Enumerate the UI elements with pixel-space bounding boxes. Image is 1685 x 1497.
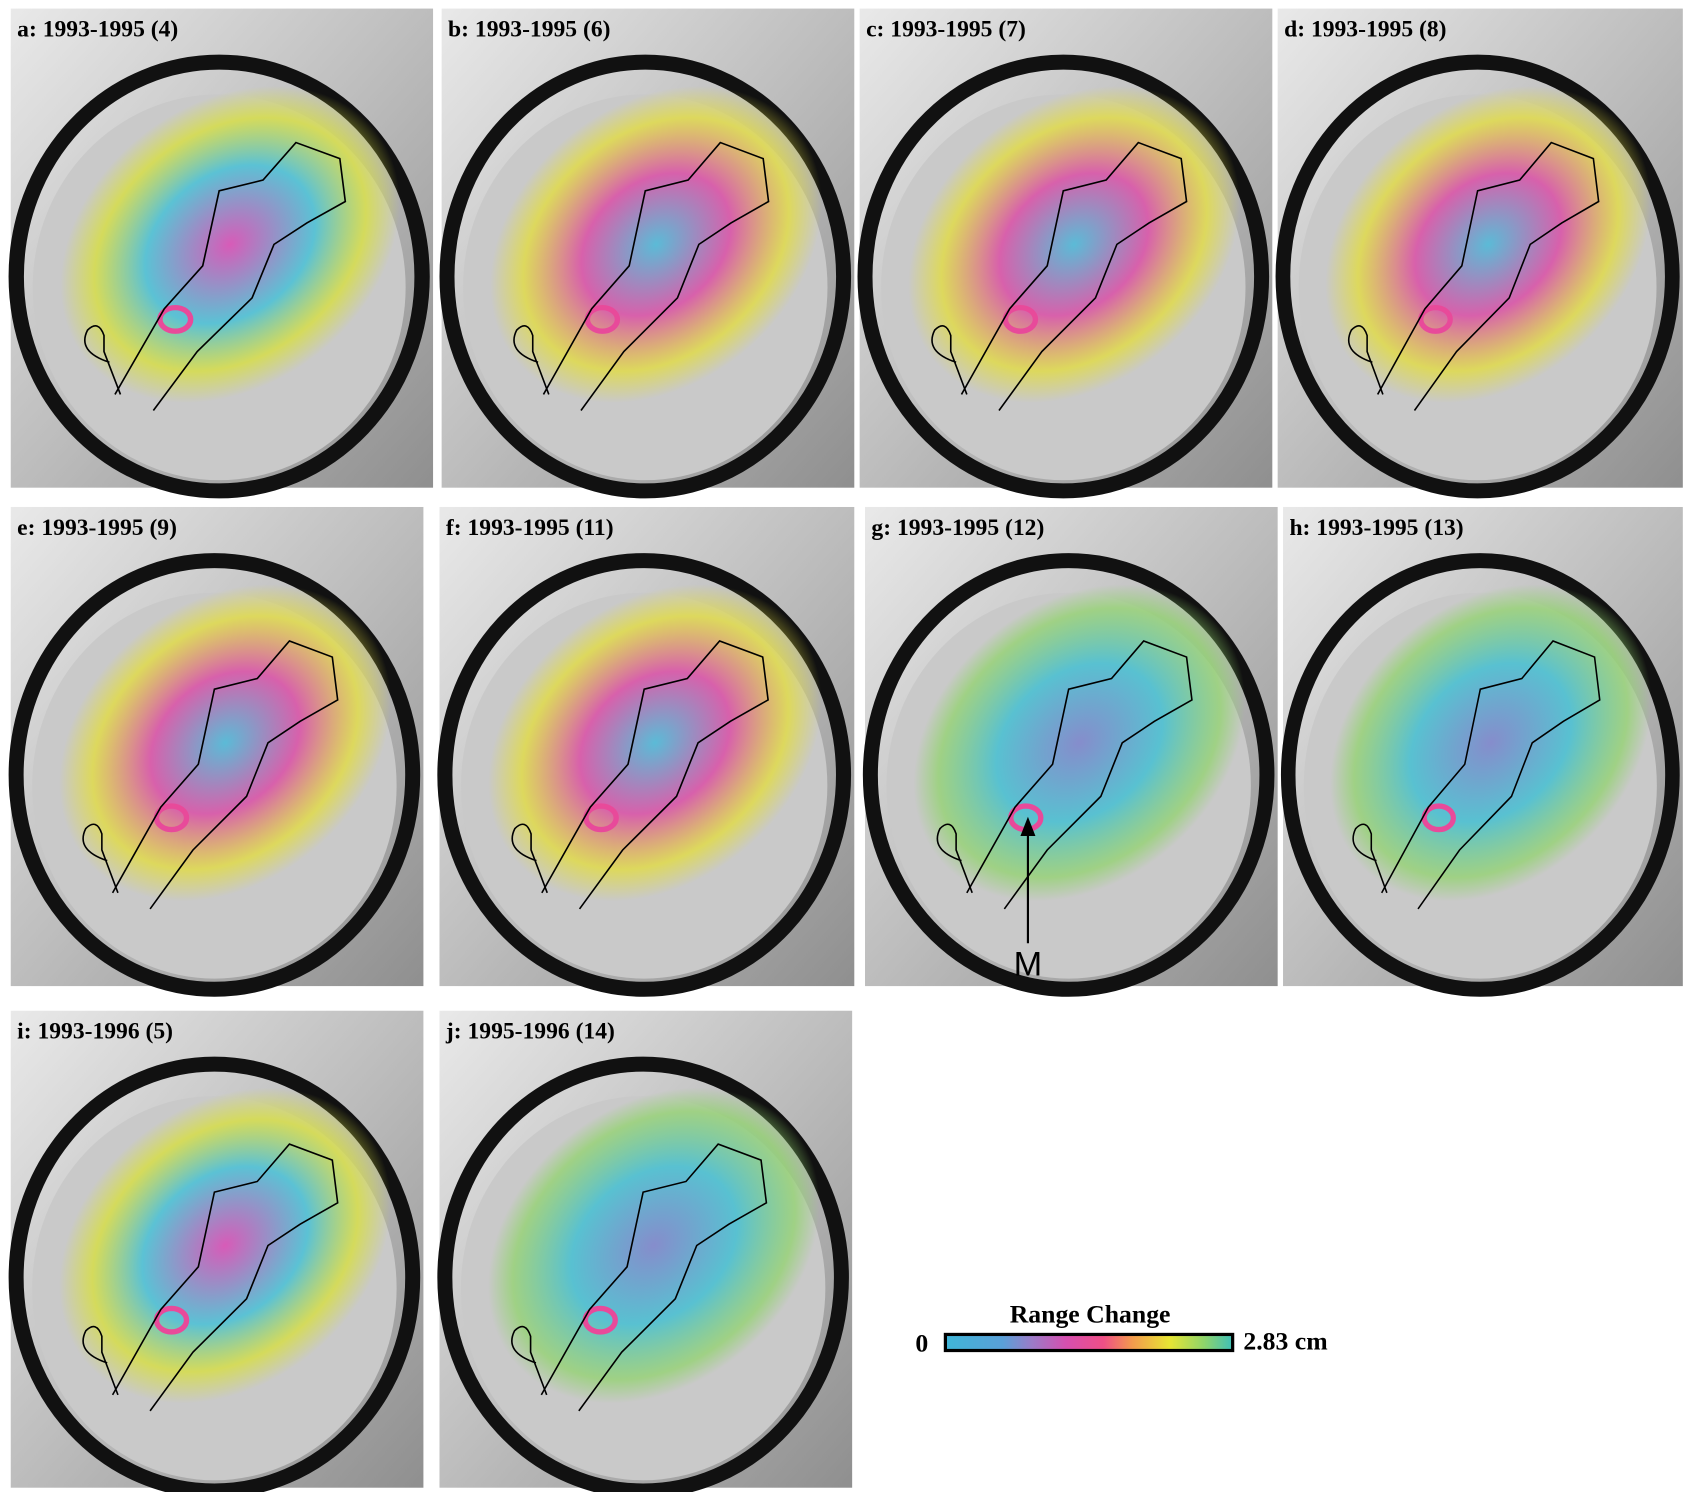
- panel-label: c: 1993-1995 (7): [866, 16, 1026, 42]
- panel-label: b: 1993-1995 (6): [448, 16, 610, 42]
- interferogram-panel: [845, 9, 1303, 491]
- panel-label: e: 1993-1995 (9): [17, 515, 177, 541]
- panel-label: h: 1993-1995 (13): [1289, 515, 1463, 541]
- interferogram-panel: [425, 1011, 883, 1491]
- interferogram-panel: [0, 1011, 454, 1491]
- figure: a: 1993-1995 (4) b: 1993-1995 (6) c: 1993-…: [0, 0, 1685, 1492]
- colorbar-min: 0: [915, 1329, 928, 1358]
- colorbar-max: 2.83 cm: [1243, 1326, 1327, 1355]
- panel-label: j: 1995-1996 (14): [445, 1019, 615, 1045]
- annotation-label: M: [1014, 945, 1043, 983]
- panel-label: a: 1993-1995 (4): [17, 16, 178, 42]
- interferogram-panel: [0, 9, 465, 491]
- interferogram-panel: [427, 9, 885, 491]
- page: a: 1993-1995 (4) b: 1993-1995 (6) c: 1993-…: [0, 0, 1685, 1492]
- interferogram-panel: [425, 507, 886, 989]
- interferogram-panel: [850, 507, 1308, 989]
- panel-label: g: 1993-1995 (12): [871, 515, 1044, 541]
- interferogram-panel: [0, 507, 454, 989]
- panel-label: d: 1993-1995 (8): [1284, 16, 1446, 42]
- interferogram-panel: [1269, 507, 1685, 989]
- colorbar: [945, 1334, 1232, 1350]
- colorbar-title: Range Change: [1010, 1300, 1171, 1329]
- interferogram-panel: [1263, 9, 1685, 491]
- panel-label: f: 1993-1995 (11): [446, 515, 614, 541]
- panel-label: i: 1993-1996 (5): [17, 1019, 173, 1045]
